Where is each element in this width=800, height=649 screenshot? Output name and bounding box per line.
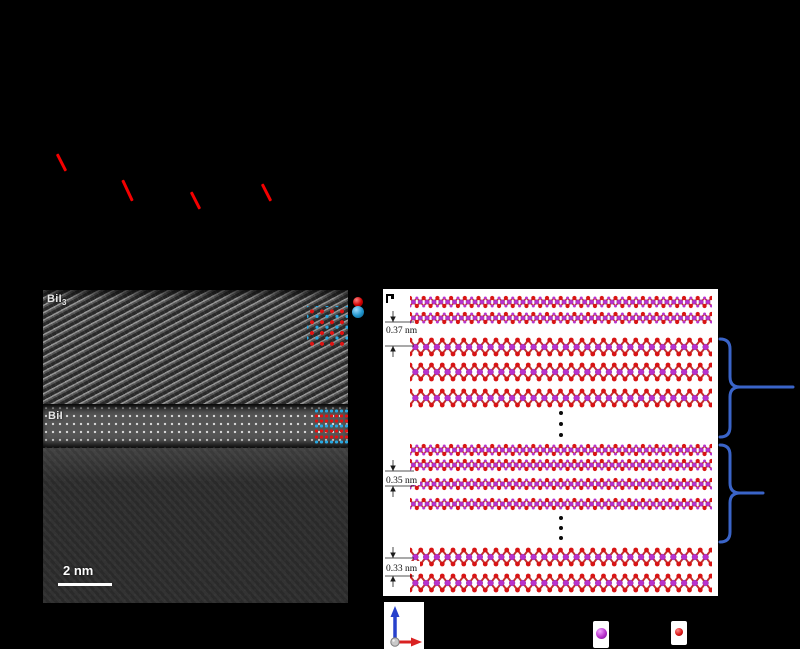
overlay-atom-row-red: [314, 435, 348, 439]
ellipsis-dot: [559, 433, 563, 437]
overlay-atom-row-cyan: [314, 409, 348, 413]
crystal-layer-A: [410, 443, 712, 457]
crystal-layers: [410, 295, 712, 593]
crystal-layer-B: [410, 573, 712, 593]
tem-bii3-lattice-region: [43, 290, 348, 404]
peak-marker: [56, 153, 67, 171]
scale-bar: [58, 583, 112, 586]
ellipsis-dot: [559, 516, 563, 520]
svg-text:0.35 nm: 0.35 nm: [386, 476, 418, 486]
bii3-atomic-overlay: [307, 306, 348, 347]
crystal-layer-A: [410, 477, 712, 491]
axis-widget: [384, 602, 424, 649]
bii-atomic-overlay: [314, 409, 348, 446]
peak-marker: [121, 179, 133, 201]
crystal-structure-panel: 0.37 nm 0.35 nm 0.33 nm: [383, 289, 800, 600]
red-atom-icon: [675, 628, 683, 636]
crystal-layer-B: [410, 547, 712, 567]
crystal-layer-B: [410, 362, 712, 382]
peak-marker: [261, 183, 272, 201]
crystal-layer-A: [410, 311, 712, 325]
bracket-upper-group: [720, 339, 793, 437]
ellipsis-dot: [559, 411, 563, 415]
peak-marker: [190, 191, 201, 209]
bracket-lower-group: [720, 445, 763, 542]
overlay-atom-row-cyan: [314, 440, 348, 444]
tem-micrograph: BiI3 BiI 2 nm: [43, 290, 348, 603]
crystal-layer-A: [410, 295, 712, 309]
overlay-atom-row-red: [314, 419, 348, 423]
bii3-subscript: 3: [62, 298, 67, 307]
axis-arrows: [384, 602, 424, 649]
purple-atom-icon: [596, 628, 607, 639]
svg-text:0.37 nm: 0.37 nm: [386, 326, 418, 336]
legend-blue-atom-icon: [352, 306, 364, 318]
overlay-atom-row-cyan: [314, 424, 348, 428]
legend-chip-red-atom: [671, 621, 687, 645]
tem-substrate-region: [43, 448, 348, 603]
scale-bar-label: 2 nm: [63, 563, 93, 578]
figure-canvas: BiI3 BiI 2 nm: [0, 0, 800, 649]
crystal-layer-A: [410, 497, 712, 511]
crystal-layer-B: [410, 337, 712, 357]
overlay-atom-row-red: [314, 429, 348, 433]
legend-chip-purple-atom: [593, 621, 609, 648]
crystal-layer-B: [410, 388, 712, 408]
ellipsis-dot: [559, 536, 563, 540]
tem-bii-layer-region: [43, 404, 348, 448]
svg-text:0.33 nm: 0.33 nm: [386, 564, 418, 574]
ellipsis-dot: [559, 526, 563, 530]
region-label-bii: BiI: [48, 410, 63, 422]
region-label-bii3: BiI3: [47, 293, 67, 307]
overlay-atom-row-red: [314, 414, 348, 418]
ellipsis-dot: [559, 422, 563, 426]
axis-origin-ball: [391, 638, 399, 646]
crystal-layer-A: [410, 458, 712, 472]
